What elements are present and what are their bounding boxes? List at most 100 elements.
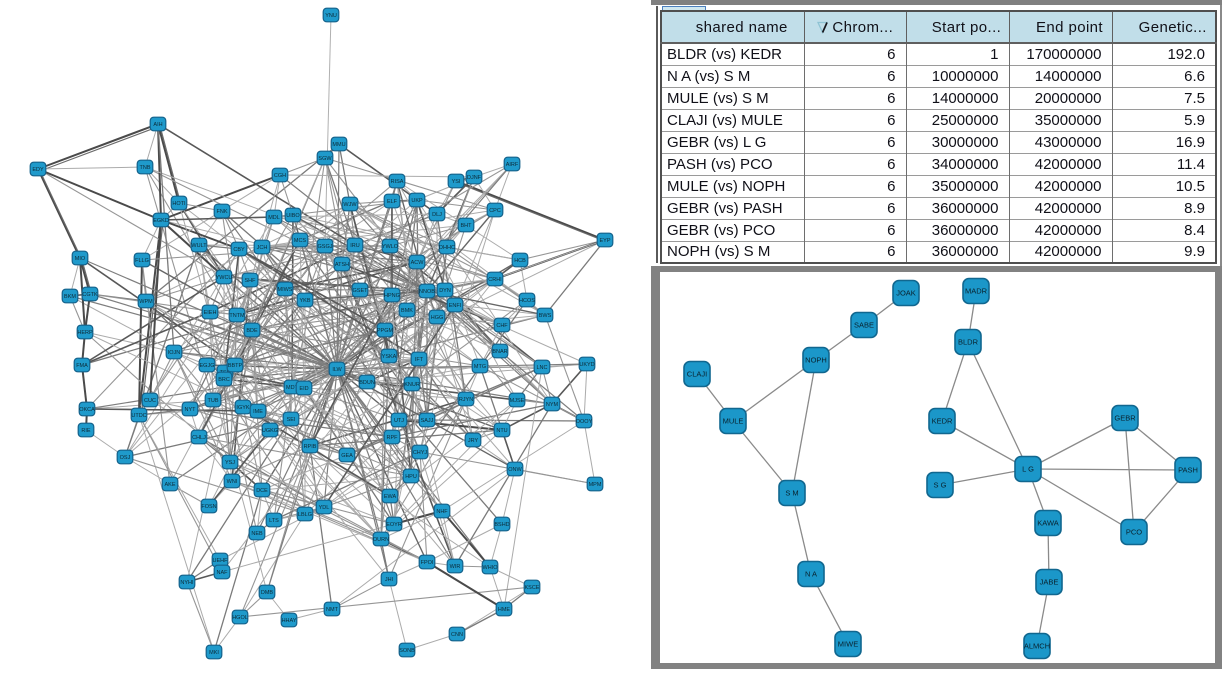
svg-text:YNU: YNU (325, 13, 337, 19)
svg-text:SGW: SGW (318, 156, 332, 162)
svg-text:JCH: JCH (257, 245, 268, 251)
svg-text:CPC: CPC (489, 208, 501, 214)
svg-text:SONB: SONB (399, 648, 415, 654)
svg-text:HGG: HGG (431, 315, 444, 321)
svg-text:RJYN: RJYN (459, 397, 473, 403)
svg-text:DCE: DCE (256, 488, 268, 494)
svg-text:LTS: LTS (269, 518, 279, 524)
svg-text:SABE: SABE (854, 321, 874, 330)
svg-text:OSJ: OSJ (120, 455, 131, 461)
svg-text:S G: S G (934, 481, 947, 490)
svg-text:BWS: BWS (539, 313, 552, 319)
svg-text:HERP: HERP (77, 330, 93, 336)
svg-text:GSET: GSET (353, 288, 369, 294)
svg-text:MKI: MKI (209, 650, 219, 656)
svg-text:OURN: OURN (373, 537, 389, 543)
svg-text:FOSN: FOSN (201, 504, 216, 510)
svg-text:NAF: NAF (217, 570, 229, 576)
svg-text:HPU: HPU (405, 474, 417, 480)
svg-text:MIWS: MIWS (278, 287, 293, 293)
svg-text:PCO: PCO (1126, 528, 1142, 537)
svg-text:HGOL: HGOL (232, 615, 248, 621)
svg-text:WJW: WJW (343, 202, 357, 208)
svg-text:IRU: IRU (350, 243, 360, 249)
svg-text:HME: HME (498, 607, 511, 613)
svg-text:YSI: YSI (452, 179, 461, 185)
svg-text:MDL: MDL (268, 215, 280, 221)
svg-text:GSGJ: GSGJ (318, 244, 333, 250)
svg-text:UEHF: UEHF (213, 558, 229, 564)
svg-text:IGYK: IGYK (236, 405, 249, 411)
svg-text:EIEH: EIEH (204, 310, 217, 316)
svg-text:NOPH: NOPH (805, 356, 827, 365)
svg-text:SHF: SHF (245, 278, 257, 284)
svg-text:CHLJ: CHLJ (192, 435, 206, 441)
svg-text:LNC: LNC (536, 365, 547, 371)
svg-text:CNN: CNN (451, 632, 463, 638)
svg-text:BLDR: BLDR (958, 338, 979, 347)
svg-text:MULE: MULE (723, 417, 744, 426)
svg-text:UIBO: UIBO (286, 213, 300, 219)
svg-text:RISA: RISA (391, 179, 404, 185)
svg-text:NEB: NEB (251, 531, 263, 537)
svg-text:AIRF: AIRF (506, 162, 519, 168)
svg-text:JABE: JABE (1040, 578, 1059, 587)
svg-text:OOOY: OOOY (576, 419, 593, 425)
svg-text:ELF: ELF (387, 199, 398, 205)
svg-text:NNOB: NNOB (419, 289, 435, 295)
svg-text:EOYR: EOYR (386, 522, 402, 528)
svg-text:YKB: YKB (299, 298, 310, 304)
svg-text:BDE: BDE (246, 328, 258, 334)
svg-text:EWA: EWA (384, 494, 397, 500)
svg-text:UTDC: UTDC (131, 413, 146, 419)
svg-text:WIR: WIR (450, 564, 461, 570)
svg-text:GEA: GEA (341, 453, 353, 459)
svg-text:EYP: EYP (599, 238, 610, 244)
svg-text:MTG: MTG (474, 364, 486, 370)
svg-text:CUC: CUC (144, 398, 156, 404)
svg-text:NYT: NYT (185, 407, 197, 413)
svg-text:DYN: DYN (439, 288, 451, 294)
svg-text:CHF: CHF (496, 323, 508, 329)
svg-text:YWCU: YWCU (216, 275, 233, 281)
svg-text:MJSE: MJSE (510, 398, 525, 404)
svg-text:UTJ: UTJ (394, 418, 404, 424)
svg-text:UKYD: UKYD (579, 362, 594, 368)
svg-text:YSJ: YSJ (225, 460, 235, 466)
svg-text:HCB: HCB (514, 258, 526, 264)
svg-text:MIWE: MIWE (838, 640, 858, 649)
svg-text:MADR: MADR (965, 287, 988, 296)
svg-text:TUB: TUB (208, 398, 219, 404)
svg-text:MMU: MMU (332, 142, 345, 148)
svg-text:RPIB: RPIB (304, 444, 317, 450)
svg-text:TNB: TNB (140, 165, 151, 171)
svg-text:CGTK: CGTK (82, 292, 98, 298)
svg-text:DMB: DMB (261, 590, 274, 596)
svg-text:HHAY: HHAY (282, 618, 297, 624)
svg-text:NTU: NTU (496, 428, 507, 434)
svg-text:BBTP: BBTP (228, 363, 243, 369)
svg-text:MPM: MPM (589, 482, 602, 488)
svg-text:FNK: FNK (217, 209, 228, 215)
svg-text:JHI: JHI (385, 577, 394, 583)
svg-text:CGH: CGH (274, 173, 286, 179)
svg-text:RIE: RIE (81, 428, 91, 434)
svg-text:LBLG: LBLG (298, 512, 312, 518)
svg-text:IOJN: IOJN (168, 350, 181, 356)
svg-text:YWLO: YWLO (382, 244, 399, 250)
svg-text:ALMCH: ALMCH (1024, 642, 1050, 651)
svg-text:WNI: WNI (227, 479, 238, 485)
svg-text:ONW: ONW (508, 467, 522, 473)
svg-text:FLLG: FLLG (135, 258, 149, 264)
svg-text:EID: EID (299, 386, 308, 392)
svg-text:JRY: JRY (468, 438, 479, 444)
svg-text:FPOI: FPOI (421, 560, 434, 566)
svg-text:CBY: CBY (233, 247, 245, 253)
svg-text:BMK: BMK (401, 308, 413, 314)
svg-text:BKM: BKM (64, 294, 76, 300)
svg-text:FMA: FMA (76, 363, 88, 369)
svg-text:ENFI: ENFI (449, 303, 462, 309)
svg-text:BHT: BHT (461, 223, 473, 229)
svg-text:YSKA: YSKA (382, 354, 397, 360)
svg-text:EGKD: EGKD (153, 218, 169, 224)
